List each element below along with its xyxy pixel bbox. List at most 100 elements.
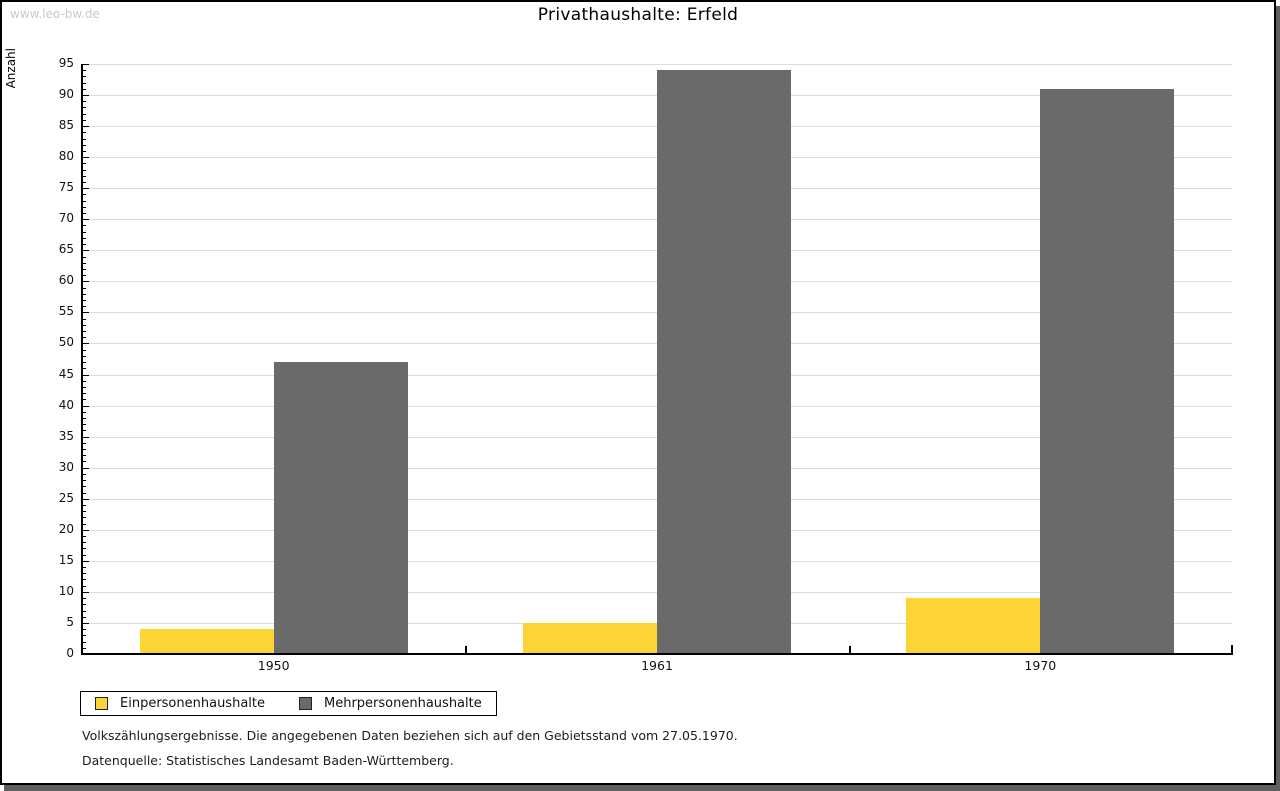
y-tick-label: 85 [58,118,74,133]
y-tick-label: 45 [58,366,74,381]
y-minor-tick [82,567,86,569]
y-minor-tick [82,138,86,140]
y-minor-tick [82,293,86,295]
y-minor-tick [82,604,86,606]
y-minor-tick [82,88,86,90]
y-major-tick [82,591,89,593]
y-minor-tick [82,542,86,544]
y-minor-tick [82,573,86,575]
x-tick-label: 1970 [1024,658,1057,673]
bar-einpersonenhaushalte-1961 [523,623,657,654]
gridline [82,64,1232,65]
y-minor-tick [82,517,86,519]
y-major-tick [82,467,89,469]
y-minor-tick [82,70,86,72]
y-major-tick [82,312,89,314]
y-minor-tick [82,194,86,196]
y-tick-label: 15 [58,552,74,567]
y-tick-label: 0 [66,646,74,660]
y-minor-tick [82,318,86,320]
legend-swatch-gray [299,697,312,710]
legend-item-mehrpersonenhaushalte: Mehrpersonenhaushalte [299,696,482,711]
y-tick-label: 90 [58,87,74,102]
y-minor-tick [82,579,86,581]
y-minor-tick [82,244,86,246]
chart-title: Privathaushalte: Erfeld [537,5,739,25]
y-minor-tick [82,324,86,326]
bar-mehrpersonenhaushalte-1950 [274,362,408,654]
y-tick-label: 50 [58,335,74,350]
y-minor-tick [82,144,86,146]
y-minor-tick [82,473,86,475]
y-major-tick [82,64,89,65]
x-end-tick [1231,645,1233,654]
y-minor-tick [82,113,86,115]
y-tick-label: 95 [58,56,74,70]
y-minor-tick [82,76,86,78]
y-major-tick [82,436,89,438]
y-minor-tick [82,175,86,177]
x-axis-line [81,653,1233,655]
y-minor-tick [82,399,86,401]
y-minor-tick [82,262,86,264]
y-minor-tick [82,641,86,643]
y-tick-label: 55 [58,304,74,319]
y-major-tick [82,560,89,562]
y-tick-label: 20 [58,521,74,536]
y-minor-tick [82,119,86,121]
y-minor-tick [82,213,86,215]
y-minor-tick [82,132,86,134]
y-minor-tick [82,511,86,513]
legend-label: Mehrpersonenhaushalte [324,696,482,711]
y-minor-tick [82,598,86,600]
y-minor-tick [82,442,86,444]
y-minor-tick [82,486,86,488]
y-tick-label: 80 [58,149,74,164]
y-minor-tick [82,635,86,637]
legend-swatch-yellow [95,697,108,710]
y-major-tick [82,622,89,624]
watermark: www.leo-bw.de [10,7,100,21]
x-tick-label: 1950 [257,658,290,673]
y-minor-tick [82,461,86,463]
y-minor-tick [82,504,86,506]
y-minor-tick [82,418,86,419]
y-minor-tick [82,331,86,333]
footnote-source-note: Volkszählungsergebnisse. Die angegebenen… [82,728,738,743]
y-minor-tick [82,430,86,432]
y-tick-label: 70 [58,211,74,226]
y-minor-tick [82,393,86,395]
y-major-tick [82,529,89,531]
y-minor-tick [82,411,86,413]
y-minor-tick [82,268,86,270]
legend-item-einpersonenhaushalte: Einpersonenhaushalte [95,696,265,711]
y-minor-tick [82,548,86,550]
y-major-tick [82,498,89,500]
y-minor-tick [82,107,86,109]
y-minor-tick [82,424,86,426]
bar-einpersonenhaushalte-1950 [140,629,274,654]
y-minor-tick [82,629,86,631]
y-minor-tick [82,616,86,618]
y-minor-tick [82,647,86,649]
legend-label: Einpersonenhaushalte [120,696,265,711]
y-minor-tick [82,101,86,103]
y-minor-tick [82,275,86,277]
y-minor-tick [82,225,86,227]
y-major-tick [82,219,89,221]
y-minor-tick [82,300,86,301]
y-tick-label: 60 [58,273,74,288]
bar-mehrpersonenhaushalte-1970 [1040,89,1174,654]
y-tick-label: 65 [58,242,74,257]
y-minor-tick [82,449,86,451]
y-major-tick [82,343,89,345]
y-minor-tick [82,455,86,457]
bar-einpersonenhaushalte-1970 [906,598,1040,654]
y-major-tick [82,157,89,159]
y-minor-tick [82,362,86,364]
x-boundary-tick [848,646,851,654]
y-tick-label: 5 [66,614,74,629]
y-minor-tick [82,237,86,239]
y-minor-tick [82,536,86,537]
